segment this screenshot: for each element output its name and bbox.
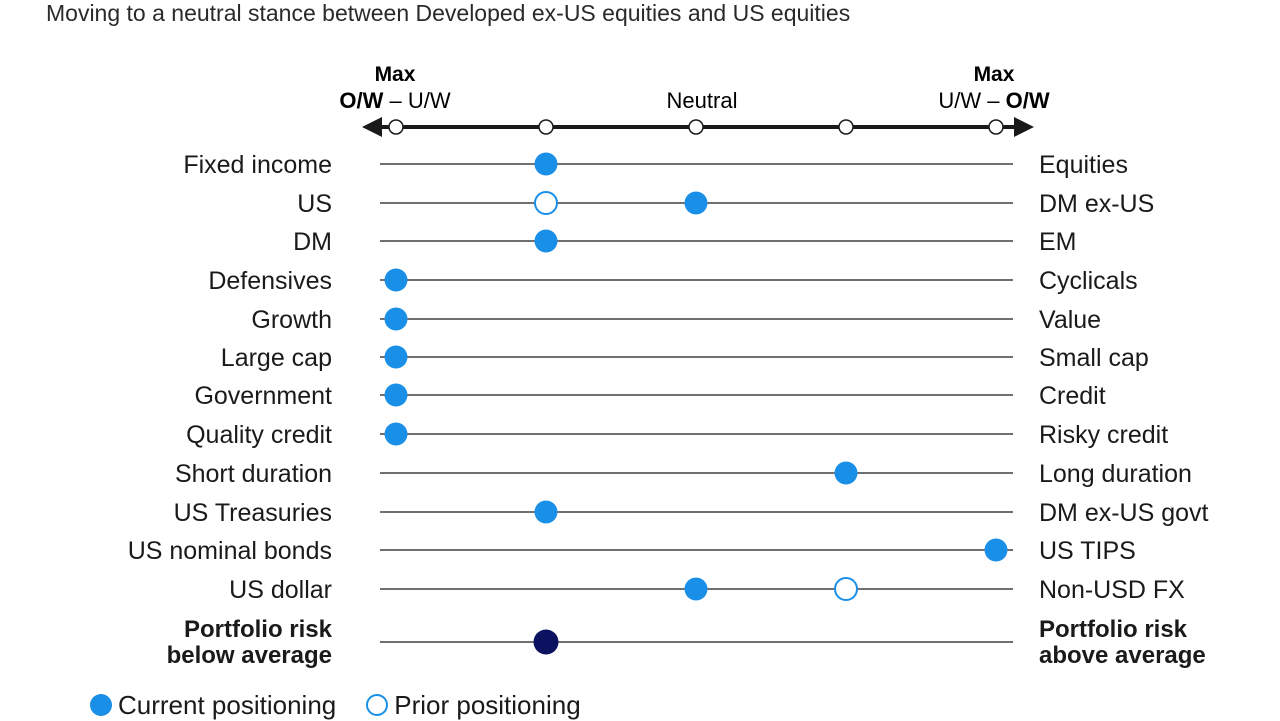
row-left-label: US dollar (229, 576, 332, 604)
chart-title: Moving to a neutral stance between Devel… (46, 0, 851, 26)
scale-left-label: O/W – U/W (339, 88, 450, 113)
current-position-marker (384, 268, 408, 292)
row-left-label: Quality credit (186, 421, 332, 449)
current-position-marker (534, 152, 558, 176)
scale-tick-1 (838, 119, 854, 135)
current-position-marker (534, 229, 558, 253)
positioning-chart: Max O/W – U/W Neutral Max U/W – O/W Fixe… (128, 63, 1209, 669)
scale-neutral-label: Neutral (667, 88, 738, 113)
current-position-marker (384, 345, 408, 369)
legend-prior-label: Prior positioning (394, 689, 581, 720)
current-position-marker (984, 538, 1008, 562)
current-position-marker (384, 422, 408, 446)
row-right-label: EM (1039, 228, 1077, 256)
scale-left-max: Max (375, 63, 416, 86)
scale-tick--2 (388, 119, 404, 135)
prior-position-marker (534, 191, 558, 215)
row-right-label: DM ex-US govt (1039, 499, 1209, 527)
row-left-label: DM (293, 228, 332, 256)
row-right-label: Risky credit (1039, 421, 1168, 449)
scale-tick-2 (988, 119, 1004, 135)
row-right-label: Equities (1039, 151, 1128, 179)
row-right-label: above average (1039, 642, 1206, 669)
scale-tick--1 (538, 119, 554, 135)
portfolio-risk-marker (533, 629, 559, 655)
row-left-label: Large cap (221, 344, 332, 372)
scale-tick-0 (688, 119, 704, 135)
current-position-marker (534, 500, 558, 524)
row-left-label: Defensives (208, 267, 332, 295)
scale-right-max: Max (974, 63, 1015, 86)
row-right-label: Non-USD FX (1039, 576, 1185, 604)
scale-axis: Max O/W – U/W Neutral Max U/W – O/W (339, 63, 1050, 137)
prior-position-marker (834, 577, 858, 601)
legend-current-label: Current positioning (118, 689, 337, 720)
legend-prior: Prior positioning (366, 689, 581, 721)
row-left-label: US nominal bonds (128, 537, 332, 565)
row-right-label: Portfolio risk (1039, 616, 1188, 643)
row-left-label: Portfolio risk (184, 616, 333, 643)
row-right-label: US TIPS (1039, 537, 1136, 565)
prior-dot-icon (366, 694, 389, 716)
scale-right-label: U/W – O/W (938, 88, 1049, 113)
scale-arrow-left (362, 117, 382, 137)
current-position-marker (384, 383, 408, 407)
row-right-label: Credit (1039, 382, 1106, 410)
legend: Current positioning Prior positioning (90, 689, 611, 721)
row-left-label: Government (194, 382, 332, 410)
current-position-marker (834, 461, 858, 485)
row-left-label: below average (167, 642, 332, 669)
row-left-label: US (297, 190, 332, 218)
row-right-label: Value (1039, 306, 1101, 334)
row-left-label: Fixed income (183, 151, 332, 179)
current-position-marker (384, 307, 408, 331)
rows: Fixed income Equities US DM ex-US DM EM Defens… (128, 151, 1209, 669)
row-left-label: Short duration (175, 460, 332, 488)
row-left-label: Growth (251, 306, 332, 334)
legend-current: Current positioning (90, 690, 336, 721)
row-right-label: Cyclicals (1039, 267, 1138, 295)
row-right-label: Long duration (1039, 460, 1192, 488)
current-position-marker (684, 577, 708, 601)
current-dot-icon (90, 694, 112, 716)
row-left-label: US Treasuries (174, 499, 332, 527)
row-right-label: DM ex-US (1039, 190, 1154, 218)
scale-arrow-right (1014, 117, 1034, 137)
current-position-marker (684, 191, 708, 215)
row-right-label: Small cap (1039, 344, 1149, 372)
